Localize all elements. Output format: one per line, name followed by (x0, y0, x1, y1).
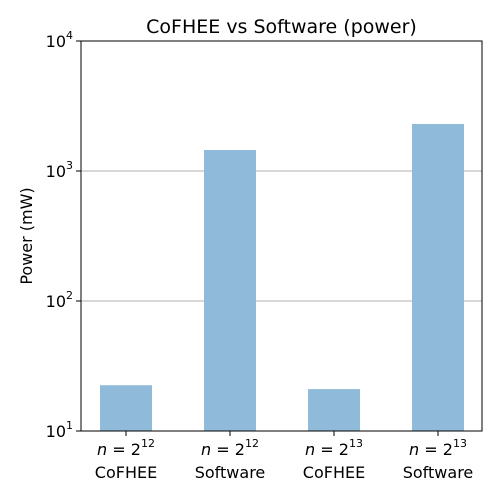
x-tick-label: n = 212 (201, 437, 259, 459)
x-tick-sublabel: CoFHEE (303, 463, 365, 482)
y-axis-ticks: 101 102 103 104 (46, 29, 81, 441)
x-axis-ticks: n = 212 CoFHEE n = 212 Software n = 213 CoFHE… (95, 431, 473, 482)
bar (308, 389, 360, 431)
x-tick-sublabel: Software (403, 463, 474, 482)
x-tick-sublabel: CoFHEE (95, 463, 157, 482)
bar-layer (100, 124, 464, 431)
bar (100, 385, 152, 431)
x-tick-label: n = 212 (97, 437, 155, 459)
bar (204, 150, 256, 431)
bar (412, 124, 464, 431)
y-axis-label: Power (mW) (17, 187, 36, 284)
y-tick-label: 102 (46, 289, 73, 311)
x-tick-sublabel: Software (195, 463, 266, 482)
y-tick-label: 101 (46, 419, 73, 441)
chart-title: CoFHEE vs Software (power) (146, 16, 417, 38)
x-tick-label: n = 213 (305, 437, 363, 459)
y-tick-label: 104 (46, 29, 73, 51)
x-tick-label: n = 213 (409, 437, 467, 459)
y-tick-label: 103 (46, 159, 73, 181)
